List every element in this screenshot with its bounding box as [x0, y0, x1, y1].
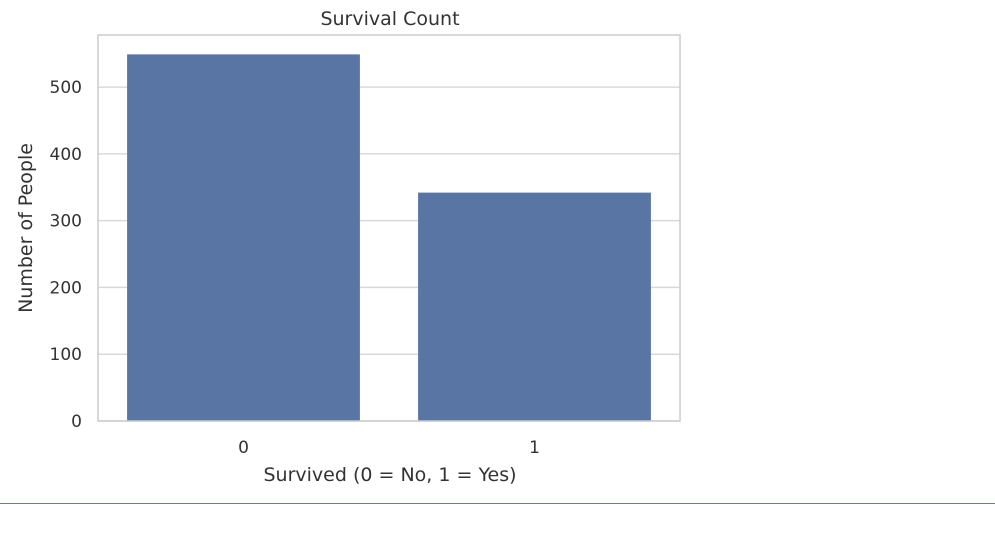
x-axis-label: Survived (0 = No, 1 = Yes) [263, 464, 516, 486]
bar-1 [418, 192, 651, 421]
bars [127, 54, 651, 421]
y-tick-label: 500 [50, 78, 82, 98]
plot-frame [97, 34, 681, 422]
cell-divider [0, 503, 995, 504]
y-tick-label: 400 [50, 145, 82, 165]
y-tick-label: 0 [71, 412, 82, 432]
y-tick-label: 300 [50, 212, 82, 232]
y-axis-label: Number of People [15, 143, 37, 313]
y-tick-labels: 0 100 200 300 400 500 [50, 78, 82, 432]
y-tick-label: 200 [50, 278, 82, 298]
x-tick-label: 0 [238, 438, 249, 458]
bar-0 [127, 54, 360, 421]
x-tick-label: 1 [529, 438, 540, 458]
y-tick-label: 100 [50, 345, 82, 365]
chart-title: Survival Count [320, 8, 459, 30]
